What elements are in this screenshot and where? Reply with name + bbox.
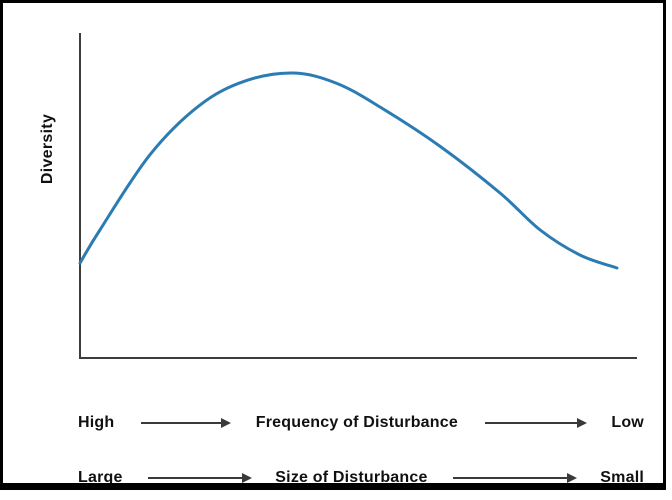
diversity-chart-canvas xyxy=(78,33,637,359)
frequency-axis-title: Frequency of Disturbance xyxy=(255,414,458,431)
frequency-right-label: Low xyxy=(611,414,644,431)
right-arrow-icon xyxy=(147,473,252,483)
right-arrow-icon xyxy=(141,418,232,428)
size-left-label: Large xyxy=(78,469,123,486)
right-arrow-icon xyxy=(452,473,577,483)
figure-frame: Diversity High Frequency of Disturbance … xyxy=(0,0,666,490)
right-arrow-icon xyxy=(484,418,587,428)
y-axis-label: Diversity xyxy=(39,113,56,185)
size-axis-title: Size of Disturbance xyxy=(275,469,428,486)
size-axis-annotation: Large Size of Disturbance Small xyxy=(78,468,644,486)
frequency-left-label: High xyxy=(78,414,115,431)
diversity-curve xyxy=(78,71,619,270)
size-right-label: Small xyxy=(600,469,644,486)
frequency-axis-annotation: High Frequency of Disturbance Low xyxy=(78,413,644,433)
